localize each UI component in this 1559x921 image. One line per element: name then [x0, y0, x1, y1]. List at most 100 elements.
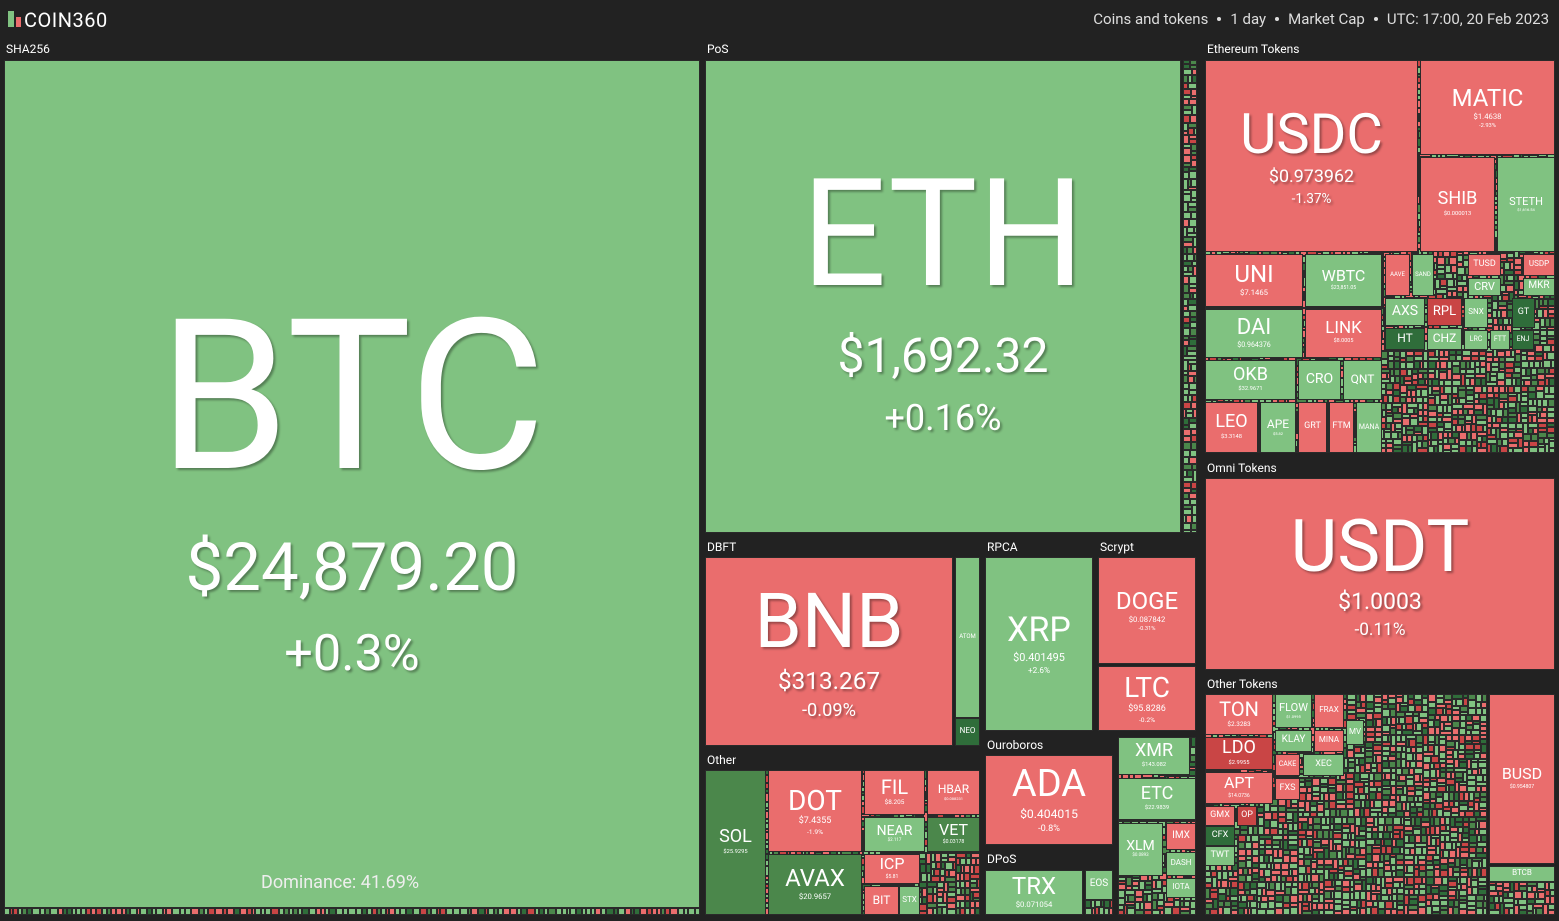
small-tile: [1183, 389, 1189, 395]
filter[interactable]: UTC: 17:00, 20 Feb 2023: [1386, 10, 1549, 28]
small-tile: [1340, 809, 1348, 817]
filter[interactable]: Market Cap: [1288, 10, 1365, 28]
small-tile: [1536, 391, 1544, 399]
small-tile: [1238, 861, 1246, 868]
small-tile: [1468, 708, 1476, 715]
small-tile: [1194, 128, 1197, 135]
small-tile: [1400, 385, 1407, 393]
small-tile: [1223, 907, 1231, 915]
small-tile: [1386, 383, 1393, 390]
small-tile: [1452, 728, 1459, 735]
small-tile: [1274, 863, 1281, 870]
small-tile: [1189, 383, 1197, 390]
small-tile: [1183, 75, 1188, 83]
small-tile: [1304, 859, 1311, 866]
small-tile: [1187, 247, 1193, 254]
small-tile: [1389, 800, 1396, 807]
small-tile: [1183, 155, 1191, 163]
small-tile: [1449, 257, 1457, 265]
small-tile: [1192, 464, 1197, 470]
small-tile: [1183, 470, 1187, 477]
small-tile: [1183, 99, 1189, 105]
small-tile: [1191, 402, 1197, 409]
small-tile: [1423, 770, 1430, 778]
small-tile: [1423, 756, 1431, 763]
small-tile: [1342, 892, 1350, 900]
small-tile: [1432, 379, 1439, 386]
small-tile: [1482, 694, 1487, 702]
filter[interactable]: Coins and tokens: [1093, 10, 1209, 28]
small-tile: [1328, 778, 1336, 785]
small-tile: [1551, 345, 1555, 352]
small-tile: [1191, 155, 1197, 160]
logo[interactable]: COIN360: [24, 8, 108, 32]
small-tile: [1183, 276, 1189, 284]
small-tile: [1400, 369, 1407, 376]
small-tile: [1183, 202, 1188, 212]
small-tile: [1183, 515, 1186, 523]
small-tile: [1188, 395, 1192, 402]
small-tile: [1192, 515, 1197, 523]
small-tile: [1452, 721, 1460, 728]
small-tile: [1523, 434, 1531, 441]
small-tile: [1194, 227, 1197, 233]
small-tile: [1183, 493, 1189, 499]
small-tile: [1291, 887, 1298, 895]
small-tile: [1183, 425, 1189, 429]
small-tile: [1547, 352, 1555, 360]
small-tile: [1238, 835, 1246, 842]
small-tile: [1183, 395, 1188, 402]
small-tile: [1408, 705, 1415, 712]
small-tile: [1393, 817, 1401, 825]
header: COIN360 Coins and tokens 1 day Market Cap U…: [0, 0, 1559, 38]
small-tile: [1183, 317, 1190, 323]
small-tile: [1192, 105, 1197, 115]
small-tile: [1186, 413, 1193, 418]
small-tile: [1188, 266, 1193, 272]
small-tile: [1257, 909, 1266, 915]
small-tile: [1187, 470, 1193, 477]
small-tile: [1190, 450, 1197, 457]
small-tile: [1183, 194, 1191, 202]
small-tile: [1194, 376, 1197, 383]
small-tile: [1183, 167, 1189, 172]
small-tile: [1456, 699, 1463, 706]
small-tile: [1481, 744, 1487, 753]
small-tile: [1346, 792, 1354, 799]
small-tile: [1531, 434, 1538, 441]
small-tile: [1528, 392, 1536, 399]
small-tile: [1183, 457, 1189, 464]
small-tile: [1193, 470, 1197, 482]
filter[interactable]: 1 day: [1230, 10, 1267, 28]
small-tile: [1393, 383, 1400, 390]
small-tile: [1183, 69, 1192, 75]
small-tile: [1230, 888, 1238, 896]
small-tile: [1183, 148, 1191, 155]
small-tile: [1506, 285, 1514, 292]
small-tile: [1311, 874, 1319, 882]
small-tile: [1423, 763, 1430, 770]
small-tile: [1409, 739, 1416, 747]
small-tile: [1482, 708, 1487, 715]
small-tile: [1270, 828, 1278, 835]
small-tile: [1440, 361, 1447, 369]
small-tile: [1183, 375, 1188, 383]
small-tile: [1440, 715, 1448, 722]
small-tile: [1238, 842, 1245, 849]
small-tile: [1183, 95, 1191, 99]
small-tile: [1366, 694, 1374, 702]
small-tile: [1329, 801, 1336, 809]
small-tile: [1374, 773, 1382, 781]
small-tile: [1443, 450, 1451, 453]
small-tile: [1549, 386, 1555, 394]
small-tile: [1183, 131, 1188, 135]
small-tile: [1529, 447, 1538, 453]
small-tile: [1189, 418, 1197, 423]
small-tile: [1346, 784, 1354, 792]
small-tile: [1281, 863, 1289, 870]
small-tile: [1521, 361, 1529, 368]
small-tile: [1480, 715, 1487, 722]
small-tile: [1431, 432, 1438, 440]
small-tile: [1458, 390, 1466, 398]
